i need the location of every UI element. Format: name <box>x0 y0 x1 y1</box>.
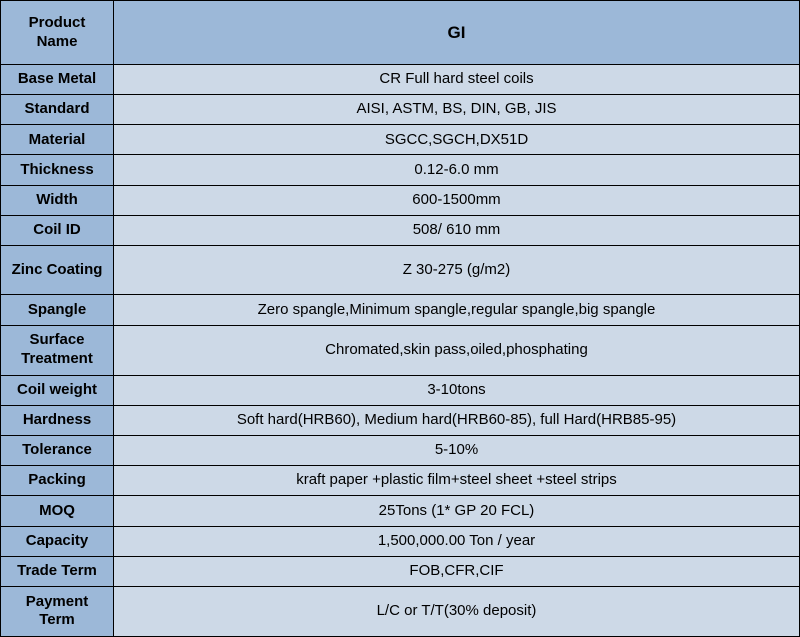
row-value: 1,500,000.00 Ton / year <box>114 526 800 556</box>
spec-table: Product Name GI Base MetalCR Full hard s… <box>0 0 800 637</box>
row-label: Capacity <box>1 526 114 556</box>
row-label: Tolerance <box>1 436 114 466</box>
row-value: 3-10tons <box>114 375 800 405</box>
table-row: Coil ID508/ 610 mm <box>1 215 800 245</box>
row-label: Spangle <box>1 295 114 325</box>
row-value: 600-1500mm <box>114 185 800 215</box>
table-row: StandardAISI, ASTM, BS, DIN, GB, JIS <box>1 95 800 125</box>
row-value: 5-10% <box>114 436 800 466</box>
table-header-row: Product Name GI <box>1 1 800 65</box>
table-row: HardnessSoft hard(HRB60), Medium hard(HR… <box>1 405 800 435</box>
row-value: FOB,CFR,CIF <box>114 556 800 586</box>
table-row: SpangleZero spangle,Minimum spangle,regu… <box>1 295 800 325</box>
row-value: 0.12-6.0 mm <box>114 155 800 185</box>
table-row: Payment TermL/C or T/T(30% deposit) <box>1 586 800 636</box>
row-value: Soft hard(HRB60), Medium hard(HRB60-85),… <box>114 405 800 435</box>
row-label: Base Metal <box>1 65 114 95</box>
row-label: Trade Term <box>1 556 114 586</box>
row-label: Hardness <box>1 405 114 435</box>
row-label: MOQ <box>1 496 114 526</box>
row-value: SGCC,SGCH,DX51D <box>114 125 800 155</box>
row-value: 25Tons (1* GP 20 FCL) <box>114 496 800 526</box>
table-row: MaterialSGCC,SGCH,DX51D <box>1 125 800 155</box>
row-label: Zinc Coating <box>1 245 114 295</box>
row-label: Material <box>1 125 114 155</box>
row-label: Coil weight <box>1 375 114 405</box>
table-row: Trade TermFOB,CFR,CIF <box>1 556 800 586</box>
table-row: Tolerance5-10% <box>1 436 800 466</box>
row-value: Zero spangle,Minimum spangle,regular spa… <box>114 295 800 325</box>
row-value: CR Full hard steel coils <box>114 65 800 95</box>
table-row: Zinc CoatingZ 30-275 (g/m2) <box>1 245 800 295</box>
table-row: Coil weight3-10tons <box>1 375 800 405</box>
spec-table-container: Product Name GI Base MetalCR Full hard s… <box>0 0 800 637</box>
table-row: Width600-1500mm <box>1 185 800 215</box>
table-body: Base MetalCR Full hard steel coilsStanda… <box>1 65 800 637</box>
table-row: Capacity1,500,000.00 Ton / year <box>1 526 800 556</box>
table-row: Surface TreatmentChromated,skin pass,oil… <box>1 325 800 375</box>
row-value: kraft paper +plastic film+steel sheet +s… <box>114 466 800 496</box>
row-label: Packing <box>1 466 114 496</box>
row-label: Standard <box>1 95 114 125</box>
row-label: Payment Term <box>1 586 114 636</box>
header-value-cell: GI <box>114 1 800 65</box>
table-row: Thickness0.12-6.0 mm <box>1 155 800 185</box>
row-value: Chromated,skin pass,oiled,phosphating <box>114 325 800 375</box>
table-row: MOQ25Tons (1* GP 20 FCL) <box>1 496 800 526</box>
row-label: Coil ID <box>1 215 114 245</box>
row-label: Surface Treatment <box>1 325 114 375</box>
row-value: Z 30-275 (g/m2) <box>114 245 800 295</box>
row-value: AISI, ASTM, BS, DIN, GB, JIS <box>114 95 800 125</box>
row-value: L/C or T/T(30% deposit) <box>114 586 800 636</box>
row-value: 508/ 610 mm <box>114 215 800 245</box>
row-label: Thickness <box>1 155 114 185</box>
table-row: Packingkraft paper +plastic film+steel s… <box>1 466 800 496</box>
header-label-cell: Product Name <box>1 1 114 65</box>
row-label: Width <box>1 185 114 215</box>
table-row: Base MetalCR Full hard steel coils <box>1 65 800 95</box>
